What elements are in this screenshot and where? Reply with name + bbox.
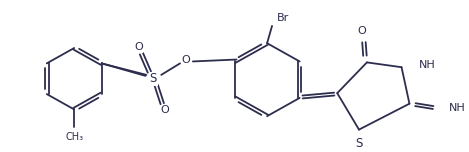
Text: O: O bbox=[134, 42, 143, 52]
Text: O: O bbox=[182, 55, 190, 65]
Text: O: O bbox=[161, 105, 170, 115]
Text: Br: Br bbox=[277, 13, 289, 23]
Text: S: S bbox=[150, 72, 157, 85]
Text: NH: NH bbox=[419, 60, 436, 70]
Text: O: O bbox=[357, 26, 366, 36]
Text: CH₃: CH₃ bbox=[65, 133, 83, 142]
Text: NH: NH bbox=[449, 104, 466, 114]
Text: S: S bbox=[356, 137, 363, 150]
